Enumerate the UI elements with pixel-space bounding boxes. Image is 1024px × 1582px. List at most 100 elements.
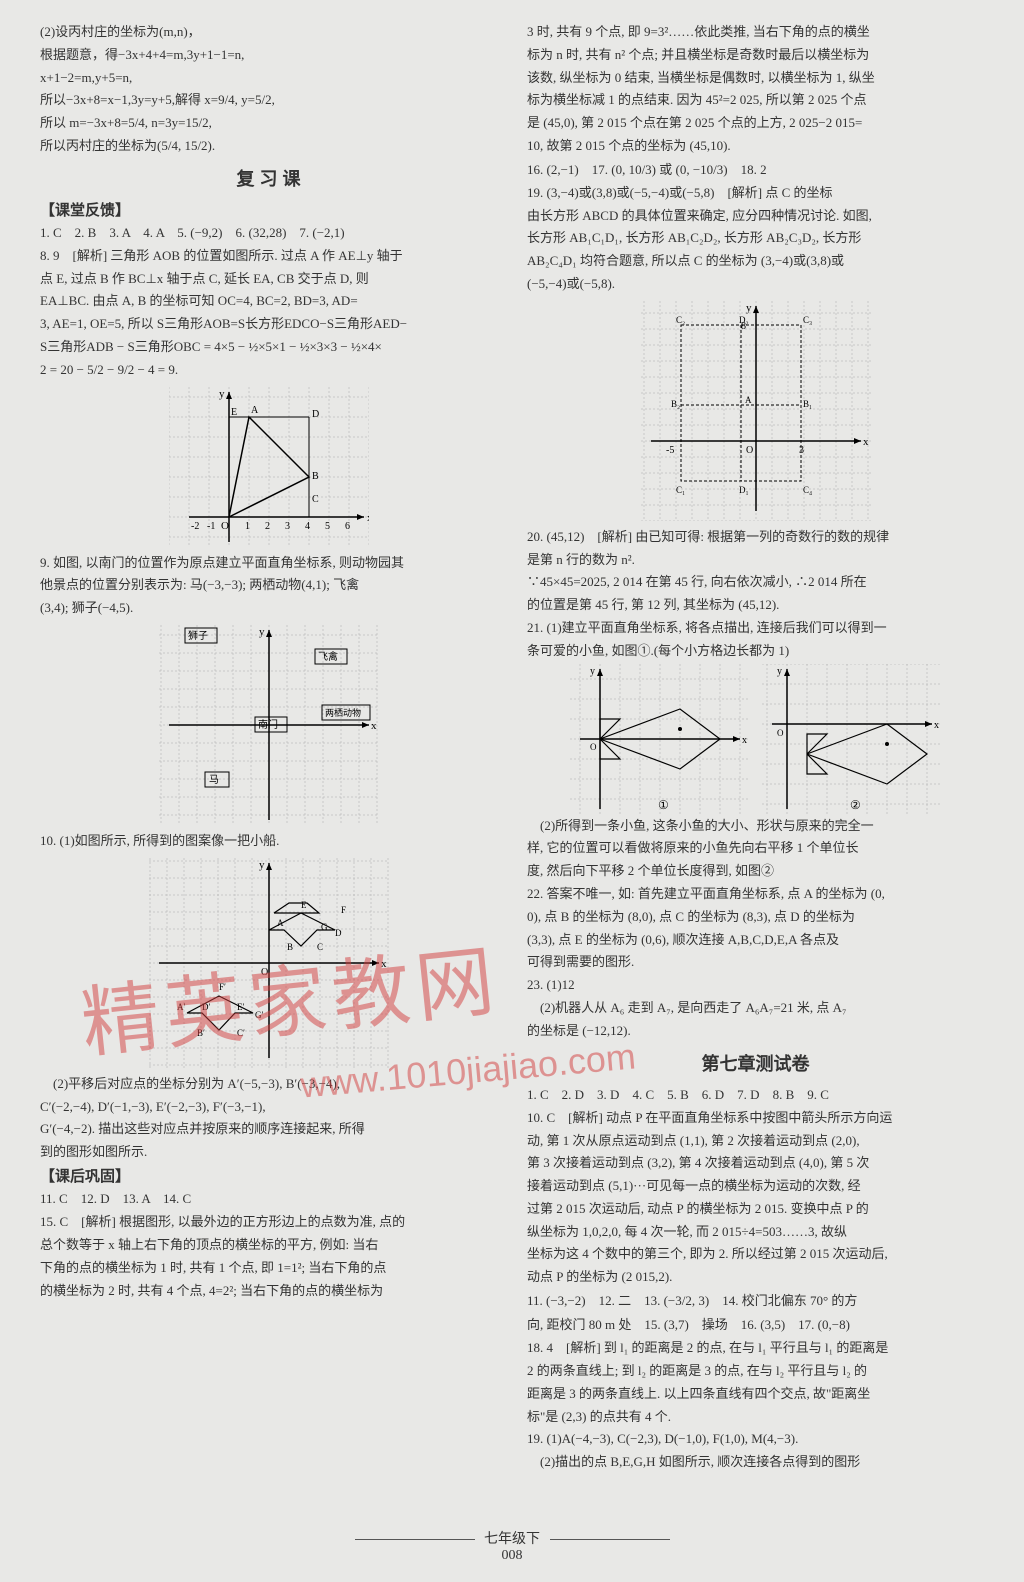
svg-text:-5: -5 [666, 445, 674, 456]
svg-text:F′: F′ [219, 982, 226, 992]
svg-text:5: 5 [325, 521, 330, 532]
q19-line: 长方形 AB₁C₁D₁, 长方形 AB₁C₂D₂, 长方形 AB₂C₃D₂, 长… [527, 228, 984, 249]
svg-text:C₂: C₂ [676, 315, 685, 325]
test-q10-line: 过第 2 015 次运动后, 动点 P 的横坐标为 2 015. 变换中点 P … [527, 1199, 984, 1220]
test-q10-line: 10. C [解析] 动点 P 在平面直角坐标系中按图中箭头所示方向运 [527, 1108, 984, 1129]
test-row-14b-17: 向, 距校门 80 m 处 15. (3,7) 操场 16. (3,5) 17.… [527, 1314, 984, 1336]
svg-text:B₂: B₂ [671, 399, 680, 409]
q23-line: 的坐标是 (−12,12). [527, 1021, 984, 1042]
svg-text:D′: D′ [202, 1002, 210, 1012]
q15-cont-line: 标为 n 时, 共有 n² 个点; 并且横坐标是奇数时最后以横坐标为 [527, 45, 984, 66]
q20-line: ∵45×45=2025, 2 014 在第 45 行, 向右依次减小, ∴2 0… [527, 572, 984, 593]
svg-text:x: x [934, 720, 939, 731]
test-q10-line: 纵坐标为 1,0,2,0, 每 4 次一轮, 而 2 015÷4=503……3,… [527, 1222, 984, 1243]
svg-text:②: ② [850, 798, 861, 812]
q8-line: EA⊥BC. 由点 A, B 的坐标可知 OC=4, BC=2, BD=3, A… [40, 291, 497, 312]
svg-text:O: O [746, 445, 753, 456]
q21a-line: 21. (1)建立平面直角坐标系, 将各点描出, 连接后我们可以得到一 [527, 618, 984, 639]
q19-line: (−5,−4)或(−5,8). [527, 274, 984, 295]
preamble-line: x+1−2=m,y+5=n, [40, 68, 497, 89]
test-q18-line: 距离是 3 的两条直线上. 以上四条直线有四个交点, 故"距离坐 [527, 1384, 984, 1405]
q19-line: AB₂C₄D₁ 均符合题意, 所以点 C 的坐标为 (3,−4)或(3,8)或 [527, 251, 984, 272]
test-q19-line: 19. (1)A(−4,−3), C(−2,3), D(−1,0), F(1,0… [527, 1429, 984, 1450]
test-q10-line: 接着运动到点 (5,1)···可见每一点的横坐标为运动的次数, 经 [527, 1176, 984, 1197]
figure-q8: x y O -1 -2 1 2 3 4 5 6 E A D B C [40, 387, 497, 547]
svg-text:-1: -1 [207, 521, 215, 532]
svg-text:O: O [777, 728, 784, 738]
preamble-line: 所以 m=−3x+8=5/4, n=3y=15/2, [40, 113, 497, 134]
q9-line: 9. 如图, 以南门的位置作为原点建立平面直角坐标系, 则动物园其 [40, 553, 497, 574]
q20-line: 20. (45,12) [解析] 由已知可得: 根据第一列的奇数行的数的规律 [527, 527, 984, 548]
q23-line: (2)机器人从 A₆ 走到 A₇, 是向西走了 A₆A₇=21 米, 点 A₇ [527, 998, 984, 1019]
svg-text:A′: A′ [177, 1002, 185, 1012]
svg-text:6: 6 [345, 521, 350, 532]
figure-q9: x y 狮子 飞禽 南门 两栖动物 马 [40, 625, 497, 825]
svg-text:B: B [287, 942, 293, 952]
svg-text:D₂: D₂ [739, 315, 749, 325]
svg-text:x: x [371, 720, 377, 732]
q15-line: 总个数等于 x 轴上右下角的顶点的横坐标的平方, 例如: 当右 [40, 1235, 497, 1256]
svg-text:B′: B′ [197, 1028, 205, 1038]
q15-cont-line: 该数, 纵坐标为 0 结束, 当横坐标是偶数时, 以横坐标为 1, 纵坐 [527, 68, 984, 89]
svg-text:x: x [863, 436, 869, 448]
svg-text:x: x [367, 512, 369, 524]
svg-text:2: 2 [265, 521, 270, 532]
svg-text:E: E [301, 900, 307, 910]
svg-text:1: 1 [245, 521, 250, 532]
test-title: 第七章测试卷 [527, 1050, 984, 1076]
q15-cont-line: 是 (45,0), 第 2 015 个点在第 2 025 个点的上方, 2 02… [527, 113, 984, 134]
q21b-line: 度, 然后向下平移 2 个单位长度得到, 如图② [527, 861, 984, 882]
q19-line: 19. (3,−4)或(3,8)或(−5,−4)或(−5,8) [解析] 点 C… [527, 183, 984, 204]
q15-cont-line: 3 时, 共有 9 个点, 即 9=3²……依此类推, 当右下角的点的横坐 [527, 22, 984, 43]
svg-text:y: y [259, 859, 265, 871]
q8-line: 3, AE=1, OE=5, 所以 S三角形AOB=S长方形EDCO−S三角形A… [40, 314, 497, 335]
svg-text:y: y [746, 302, 752, 314]
svg-text:O: O [590, 742, 597, 752]
q10-tail-line: 到的图形如图所示. [40, 1142, 497, 1163]
review-title: 复 习 课 [40, 165, 497, 191]
svg-text:y: y [777, 666, 782, 677]
svg-text:A: A [251, 405, 259, 416]
svg-text:y: y [219, 388, 225, 400]
page-footer: 七年级下 008 [0, 1528, 1024, 1564]
q8-line: 2 = 20 − 5/2 − 9/2 − 4 = 9. [40, 360, 497, 381]
q8-line: 8. 9 [解析] 三角形 AOB 的位置如图所示. 过点 A 作 AE⊥y 轴… [40, 246, 497, 267]
preamble-line: (2)设丙村庄的坐标为(m,n)， [40, 22, 497, 43]
consolidate-answers: 11. C 12. D 13. A 14. C [40, 1188, 497, 1210]
svg-text:3: 3 [285, 521, 290, 532]
svg-text:A: A [745, 395, 752, 405]
q8-line: 点 E, 过点 B 作 BC⊥x 轴于点 C, 延长 EA, CB 交于点 D,… [40, 269, 497, 290]
svg-text:南门: 南门 [258, 718, 278, 731]
svg-text:C₁: C₁ [676, 485, 685, 495]
q21b-line: (2)所得到一条小鱼, 这条小鱼的大小、形状与原来的完全一 [527, 816, 984, 837]
svg-text:马: 马 [209, 774, 219, 786]
svg-text:y: y [259, 626, 265, 638]
feedback-answers: 1. C 2. B 3. A 4. A 5. (−9,2) 6. (32,28)… [40, 222, 497, 244]
svg-text:C₃: C₃ [803, 315, 812, 325]
figure-q19: x y O -5 3 8 C₂ D₂ C₃ B₂ A B₁ C₁ D₁ C₄ [527, 301, 984, 521]
q15-line: 下角的点的横坐标为 1 时, 共有 1 个点, 即 1=1²; 当右下角的点 [40, 1258, 497, 1279]
svg-text:两栖动物: 两栖动物 [325, 707, 361, 718]
test-answers-1-9: 1. C 2. D 3. D 4. C 5. B 6. D 7. D 8. B … [527, 1084, 984, 1106]
test-q19-line: (2)描出的点 B,E,G,H 如图所示, 顺次连接各点得到的图形 [527, 1452, 984, 1473]
svg-text:D: D [335, 928, 342, 938]
test-q10-line: 第 3 次接着运动到点 (3,2), 第 4 次接着运动到点 (4,0), 第 … [527, 1153, 984, 1174]
test-q18-line: 18. 4 [解析] 到 l₁ 的距离是 2 的点, 在与 l₁ 平行且与 l₁… [527, 1338, 984, 1359]
svg-text:狮子: 狮子 [188, 629, 208, 642]
svg-text:C₄: C₄ [803, 485, 812, 495]
preamble-line: 所以丙村庄的坐标为(5/4, 15/2). [40, 136, 497, 157]
svg-text:G′: G′ [255, 1010, 263, 1020]
test-q10-line: 坐标为这 4 个数中的第三个, 即为 2. 所以经过第 2 015 次运动后, [527, 1244, 984, 1265]
svg-text:y: y [590, 666, 595, 677]
q10-head: 10. (1)如图所示, 所得到的图案像一把小船. [40, 831, 497, 852]
svg-text:C: C [312, 494, 319, 505]
test-q10-line: 动点 P 的坐标为 (2 015,2). [527, 1267, 984, 1288]
q10-tail-line: G′(−4,−2). 描出这些对应点并按原来的顺序连接起来, 所得 [40, 1119, 497, 1140]
q22-line: 0), 点 B 的坐标为 (8,0), 点 C 的坐标为 (8,3), 点 D … [527, 907, 984, 928]
test-q18-line: 标"是 (2,3) 的点共有 4 个. [527, 1407, 984, 1428]
q22-line: 22. 答案不唯一, 如: 首先建立平面直角坐标系, 点 A 的坐标为 (0, [527, 884, 984, 905]
test-row-11-14: 11. (−3,−2) 12. 二 13. (−3/2, 3) 14. 校门北偏… [527, 1290, 984, 1312]
q10-tail-line: (2)平移后对应点的坐标分别为 A′(−5,−3), B′(−3,−4), [40, 1074, 497, 1095]
svg-text:B₁: B₁ [803, 399, 812, 409]
q23-line: 23. (1)12 [527, 975, 984, 996]
